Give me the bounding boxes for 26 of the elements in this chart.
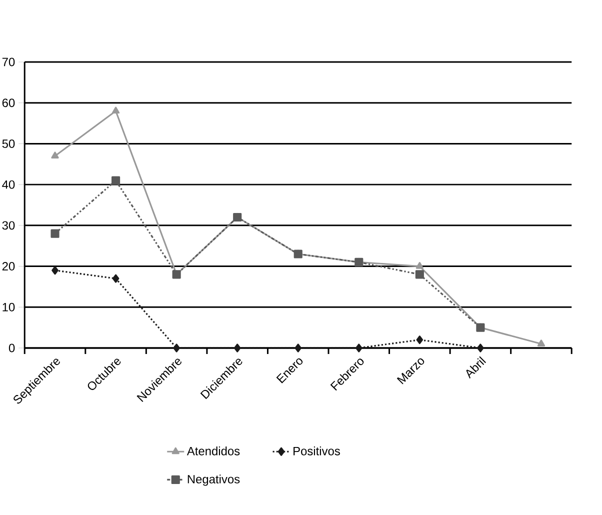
point [415,270,424,279]
y-tick-label: 40 [2,180,15,189]
point [537,340,546,346]
legend-label: Negativos [188,474,240,486]
y-tick-label: 10 [2,302,15,312]
y-tick-label: 60 [2,98,15,108]
point [52,266,58,275]
point [112,274,120,283]
point [50,229,60,238]
y-tick-label: 0 [8,344,15,352]
y-tick-label: 20 [2,262,15,270]
point [112,106,120,114]
point [234,344,241,352]
point [294,344,302,352]
point [416,262,424,269]
y-tick-label: 50 [2,139,15,148]
point [355,344,362,352]
point [173,344,180,352]
y-tick-label: 70 [2,58,15,66]
legend-label: Positivos [294,446,340,456]
legend-label: Atendidos [186,446,240,456]
y-tick-label: 30 [2,221,15,230]
point [112,176,120,185]
point [416,336,424,344]
point [477,344,484,352]
point [51,152,59,159]
